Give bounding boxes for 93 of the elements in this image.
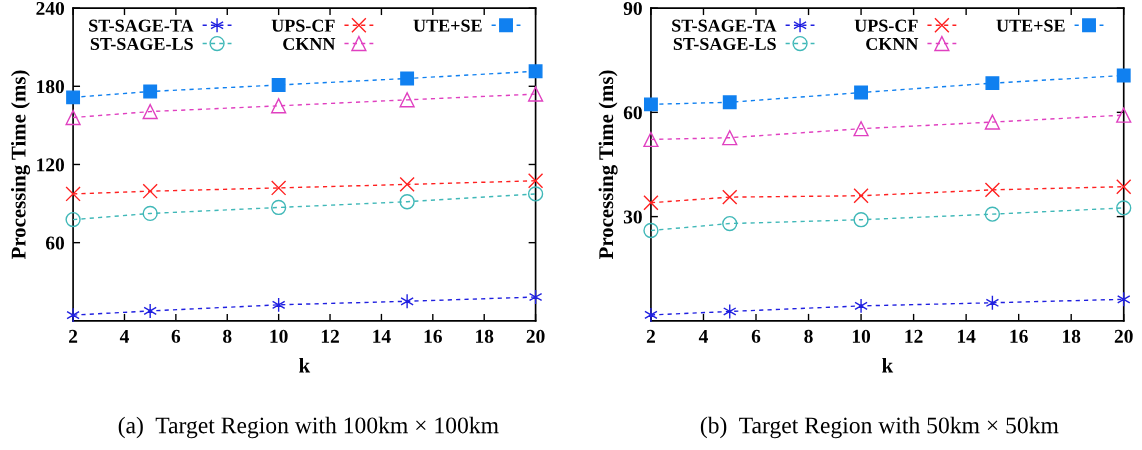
x-tick-label: 6: [751, 329, 761, 343]
x-tick-label: 2: [69, 329, 78, 343]
point: [1116, 179, 1132, 195]
point: [643, 131, 659, 148]
legend-label: ST-SAGE-TA: [672, 19, 777, 32]
point: [528, 64, 543, 79]
point: [142, 103, 158, 120]
point: [984, 206, 1001, 222]
x-tick-label: 4: [119, 329, 129, 343]
point: [142, 183, 158, 199]
point: [853, 212, 869, 228]
point: [854, 85, 869, 100]
point: [643, 97, 658, 112]
point: [722, 130, 738, 146]
point: [271, 199, 287, 216]
point: [643, 195, 659, 211]
y-tick-label: 120: [37, 158, 65, 172]
point: [399, 194, 415, 210]
point: [722, 95, 737, 110]
x-tick-label: 18: [476, 329, 494, 343]
x-tick-label: 10: [852, 329, 871, 343]
point: [722, 189, 738, 205]
point: [985, 76, 1000, 91]
legend-label: ST-SAGE-LS: [90, 37, 193, 51]
point: [1116, 107, 1132, 123]
legend-label: UPS-CF: [854, 19, 918, 32]
x-tick-label: 18: [1063, 329, 1081, 343]
point: [66, 90, 81, 105]
point: [271, 297, 286, 313]
x-axis-title: k: [299, 357, 311, 373]
y-tick-label: 90: [623, 1, 642, 16]
point: [528, 289, 543, 305]
y-tick-label: 30: [623, 210, 642, 224]
point: [527, 186, 544, 202]
point: [271, 180, 287, 196]
point: [400, 71, 415, 86]
legend-label: CKNN: [283, 37, 336, 51]
point: [643, 222, 659, 239]
legend-label: UTE+SE: [413, 19, 482, 32]
x-tick-label: 12: [321, 329, 339, 343]
point: [66, 307, 80, 323]
point: [143, 84, 158, 99]
point: [985, 295, 1000, 311]
point: [399, 176, 415, 193]
legend-label: ST-SAGE-LS: [673, 37, 776, 51]
x-tick-label: 4: [698, 329, 708, 343]
point: [271, 78, 286, 92]
x-tick-label: 16: [424, 329, 442, 343]
point: [400, 293, 414, 309]
point: [644, 307, 658, 323]
x-tick-label: 14: [957, 329, 976, 343]
point: [143, 303, 157, 319]
x-tick-label: 8: [804, 329, 813, 343]
x-tick-label: 8: [223, 329, 232, 343]
x-tick-label: 10: [270, 329, 288, 343]
legend-label: UTE+SE: [996, 19, 1065, 32]
y-axis-title: Processing Time (ms): [10, 70, 31, 260]
point: [723, 303, 737, 320]
point: [527, 173, 544, 189]
point: [399, 92, 415, 108]
y-tick-label: 180: [37, 80, 65, 94]
x-axis-title: k: [882, 357, 894, 373]
x-tick-label: 20: [1114, 329, 1133, 343]
point: [1117, 291, 1131, 307]
y-tick-label: 240: [36, 1, 65, 16]
legend-label: UPS-CF: [271, 19, 335, 32]
point: [984, 182, 1001, 198]
legend-label: CKNN: [866, 37, 919, 51]
point: [65, 211, 81, 228]
legend-label: ST-SAGE-TA: [89, 19, 194, 32]
text: (b) Target Region with 50km × 50km: [700, 416, 1059, 439]
x-tick-label: 16: [1010, 329, 1028, 343]
y-tick-label: 60: [45, 236, 65, 250]
point: [65, 186, 81, 202]
point: [142, 205, 158, 222]
point: [722, 215, 738, 232]
point: [854, 298, 868, 314]
point: [271, 98, 287, 114]
point: [853, 188, 869, 204]
x-tick-label: 14: [373, 329, 391, 343]
point: [1116, 68, 1131, 83]
y-axis-title: Processing Time (ms): [598, 70, 618, 260]
x-tick-label: 2: [646, 329, 655, 343]
text: (a) Target Region with 100km × 100km: [118, 416, 499, 439]
point: [853, 121, 869, 137]
x-tick-label: 12: [905, 329, 923, 343]
point: [984, 114, 1001, 130]
y-tick-label: 60: [623, 106, 642, 120]
point: [65, 109, 81, 126]
point: [527, 86, 544, 102]
x-tick-label: 6: [171, 329, 181, 343]
x-tick-label: 20: [526, 329, 545, 343]
point: [1116, 200, 1132, 216]
